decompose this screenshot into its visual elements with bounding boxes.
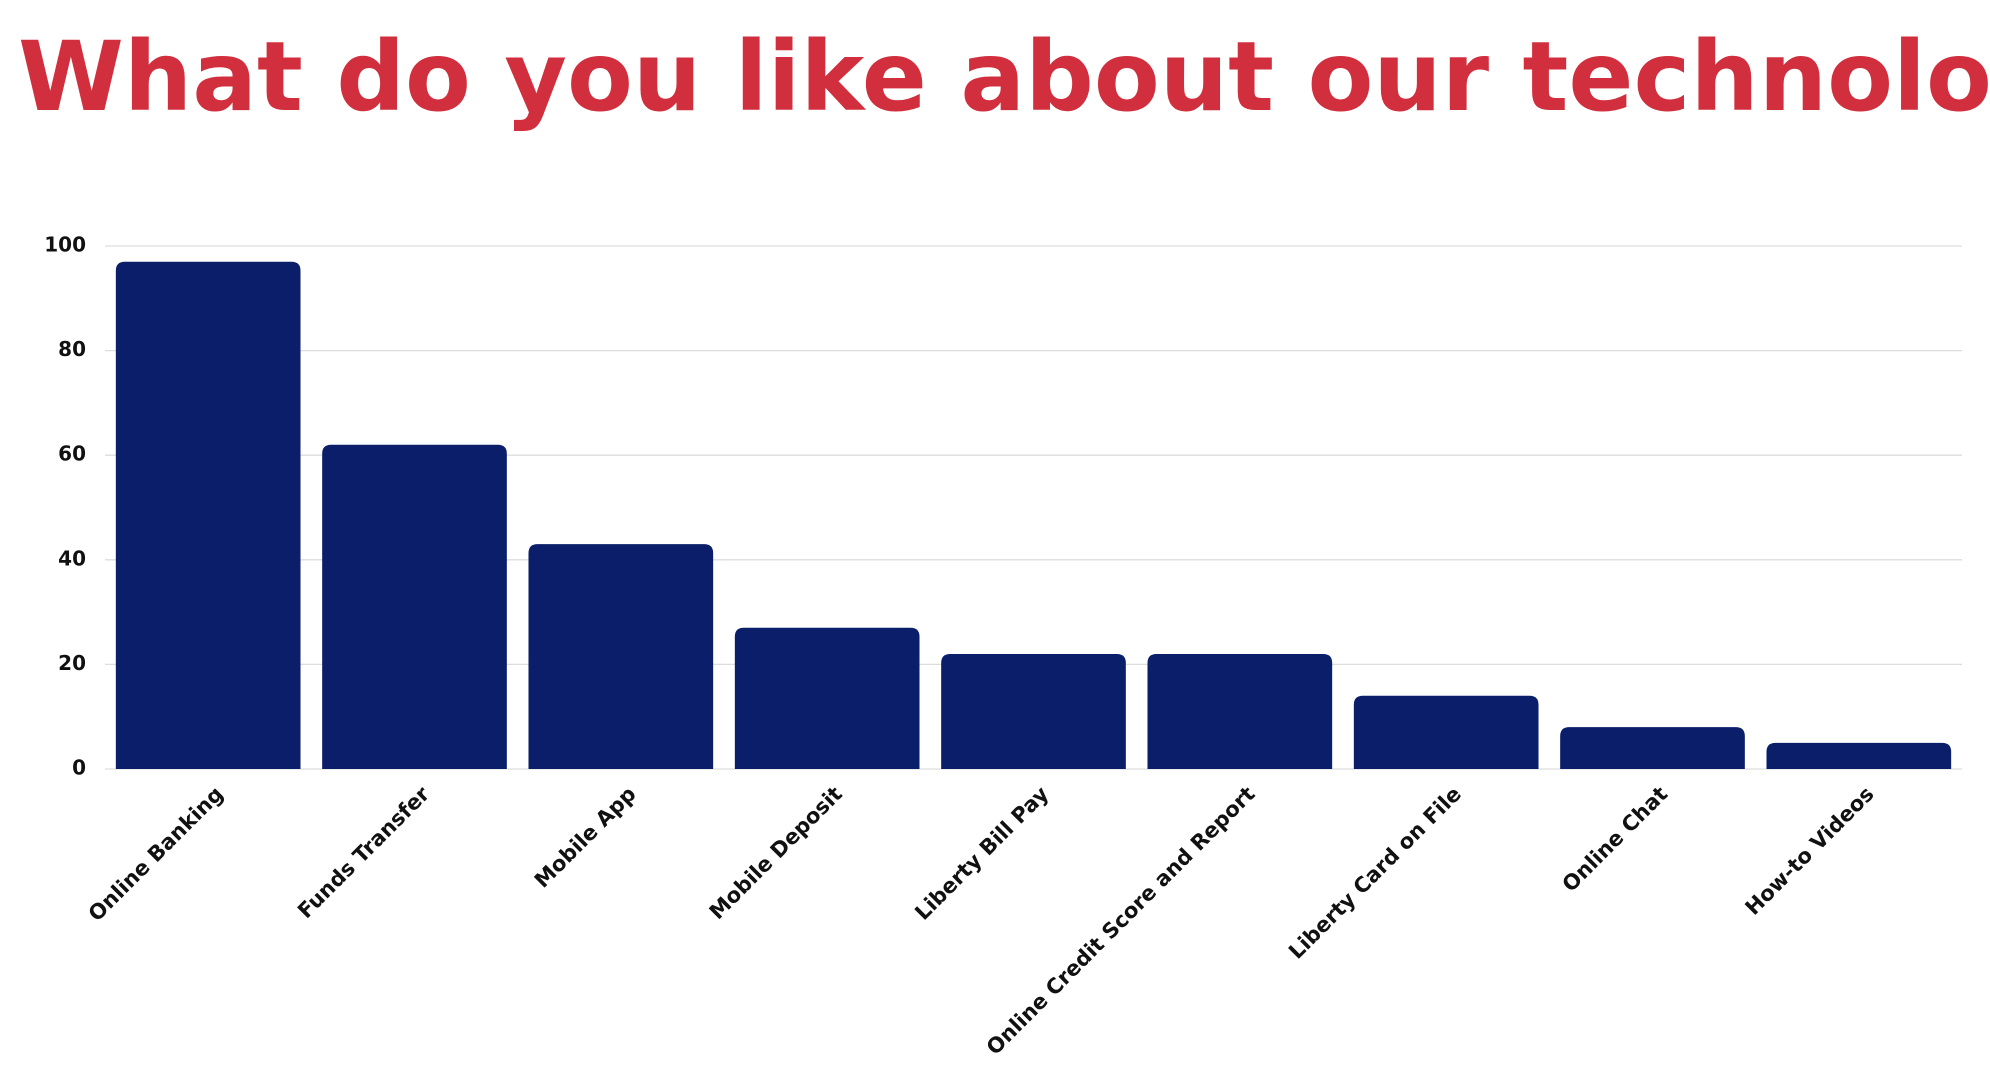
bar [734,627,920,769]
x-tick-label: Mobile App [530,782,641,893]
x-tick-label: How-to Videos [1741,782,1879,920]
bar [1353,695,1539,769]
y-tick-label: 80 [58,337,86,361]
y-tick-label: 0 [72,756,86,780]
chart-title: What do you like about our technology? [18,21,1990,133]
x-tick-label: Online Chat [1558,782,1673,897]
y-tick-label: 20 [58,651,86,675]
y-tick-label: 100 [44,233,86,257]
bar [1766,742,1952,769]
x-tick-label: Funds Transfer [293,781,435,923]
x-tick-label: Liberty Bill Pay [910,782,1053,925]
x-tick-label: Liberty Card on File [1284,782,1466,964]
x-tick-label: Mobile Deposit [705,782,847,924]
bar [1560,727,1745,769]
bar [115,261,301,769]
bar [1147,653,1333,769]
bar [941,653,1126,769]
x-tick-label: Online Banking [84,782,228,926]
bar [322,444,507,769]
bar [528,544,714,769]
y-tick-label: 60 [58,442,86,466]
y-tick-label: 40 [58,546,86,570]
